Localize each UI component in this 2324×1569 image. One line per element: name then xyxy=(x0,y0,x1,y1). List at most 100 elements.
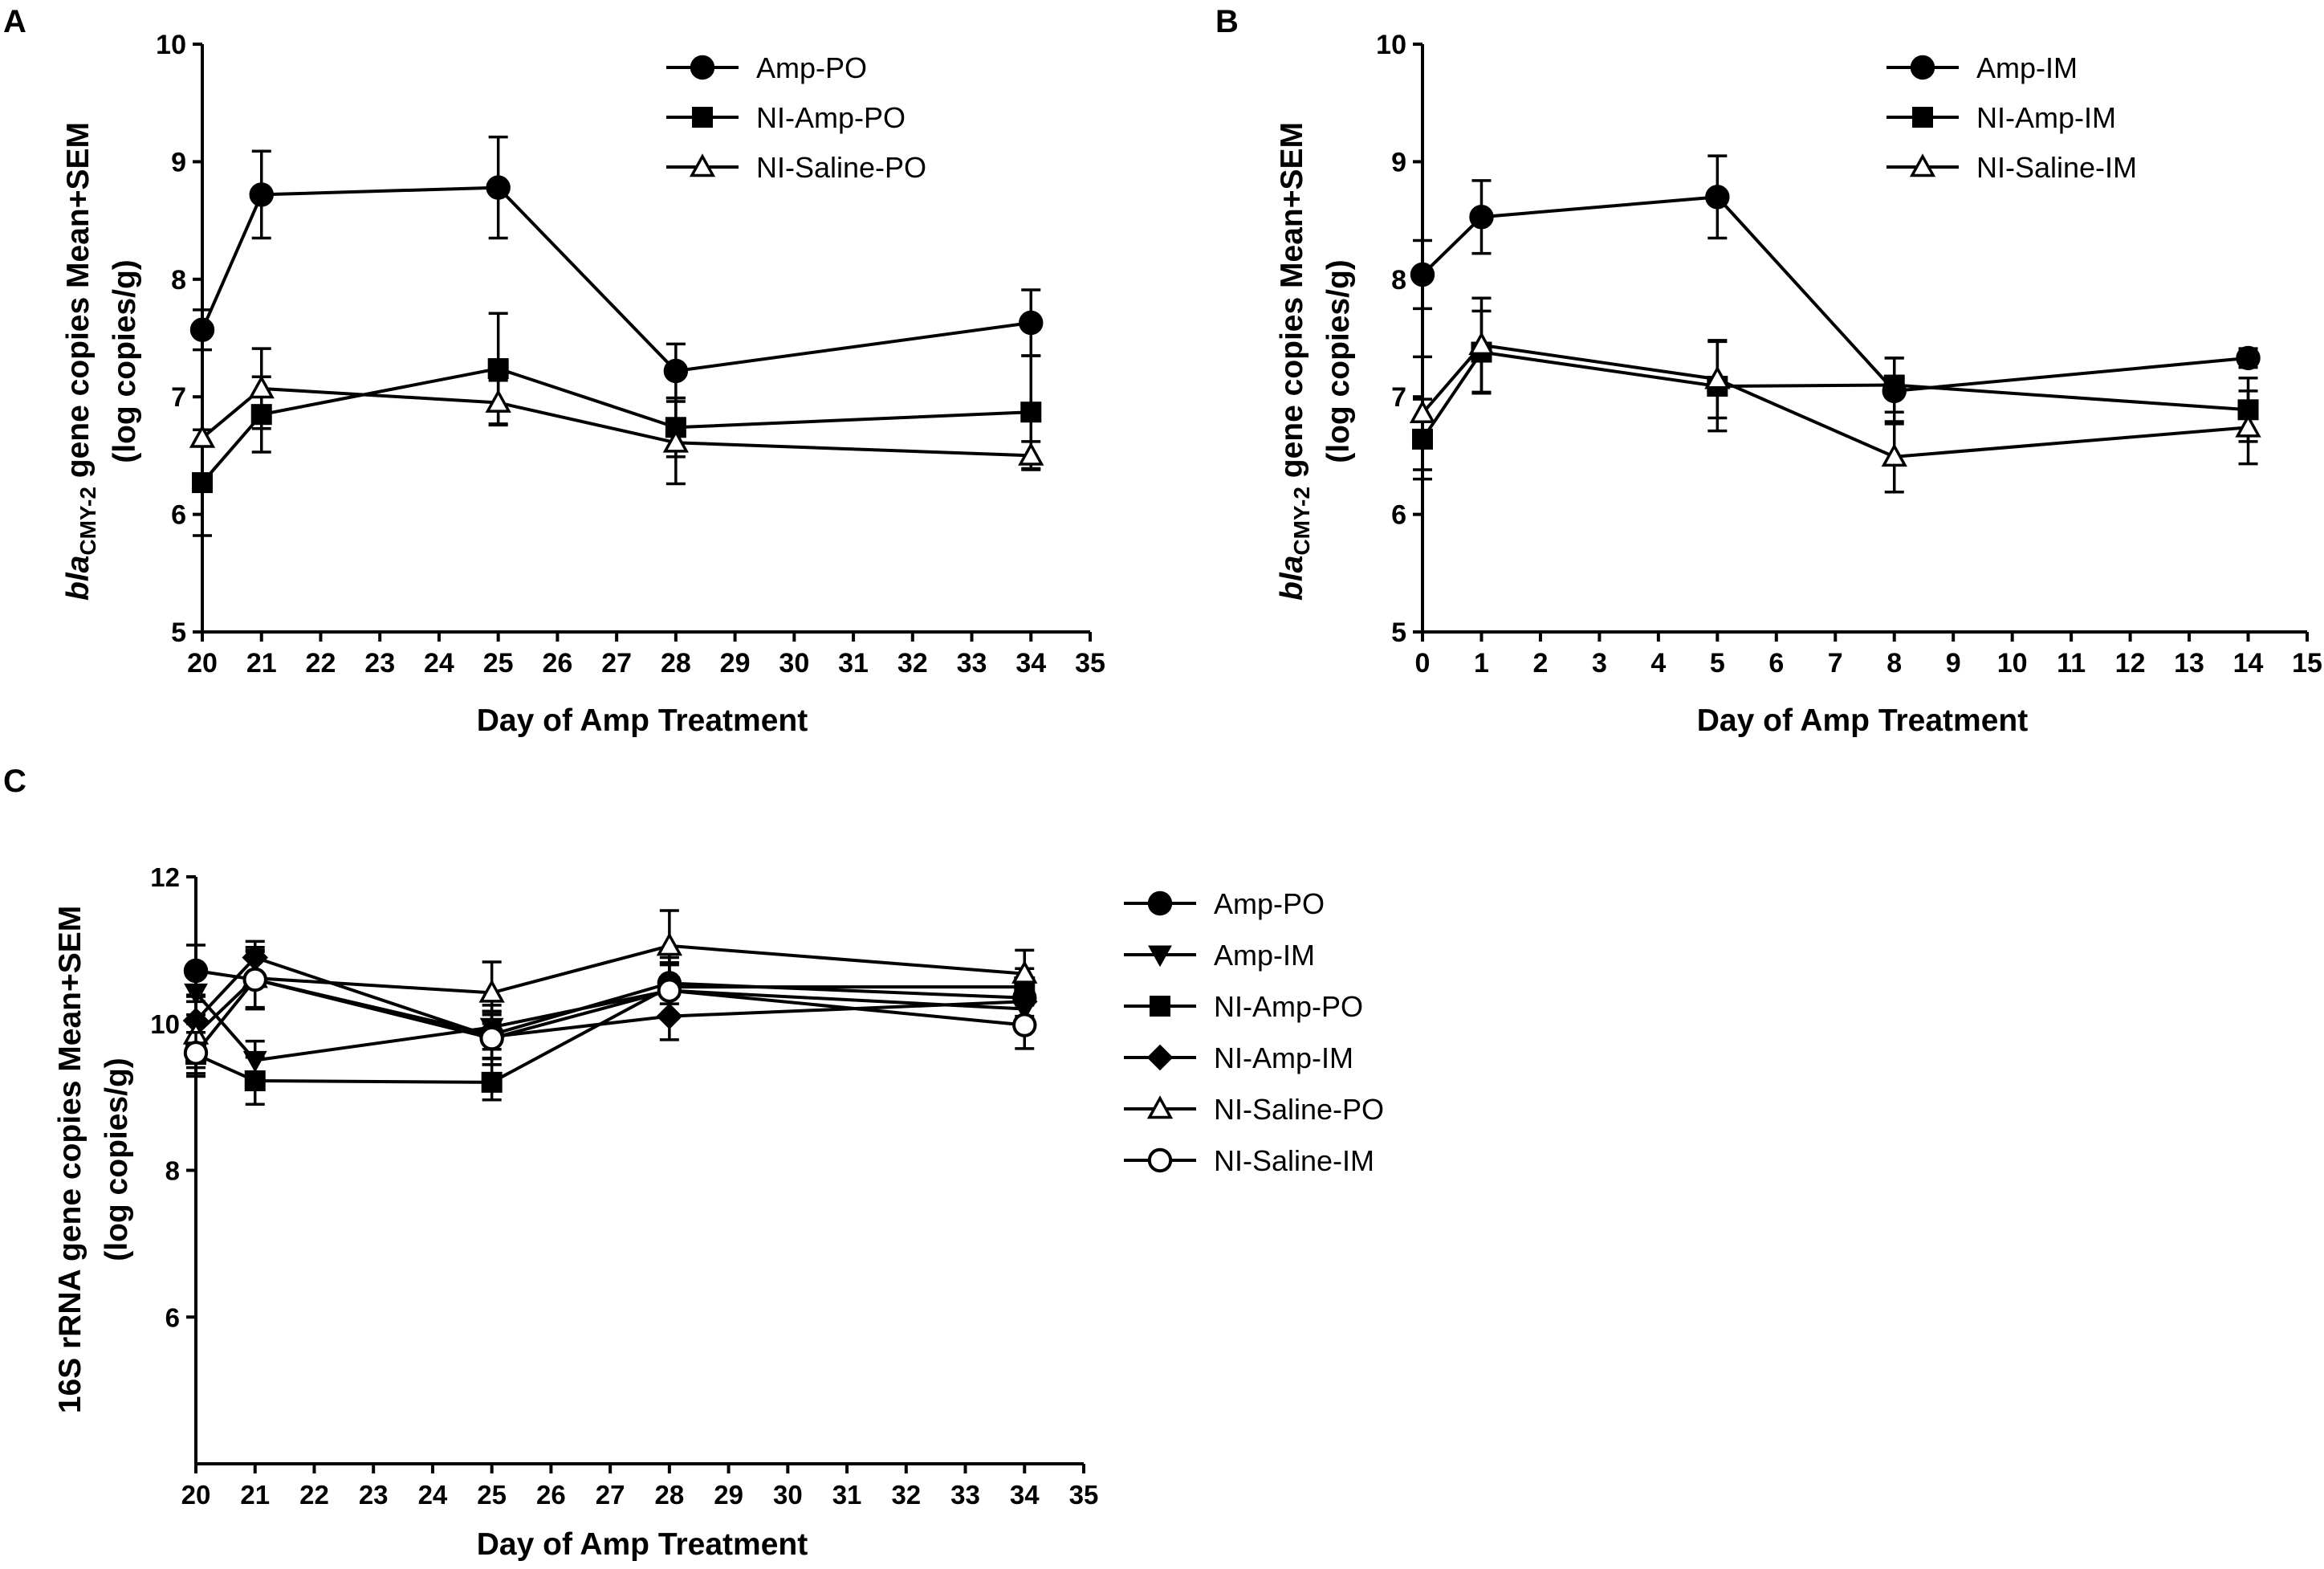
panel-a-y-tick-label: 9 xyxy=(171,147,186,177)
panel-a-series-ni-saline-po xyxy=(189,347,1044,486)
panel-c-series-ni-saline-po-point xyxy=(478,979,505,1003)
panel-b-x-tick-label: 13 xyxy=(2174,648,2204,679)
panel-b-y-tick-label: 9 xyxy=(1391,147,1406,177)
panel-a-x-tick-label: 20 xyxy=(187,648,218,679)
panel-b-legend-label: Amp-IM xyxy=(1976,51,2078,84)
panel-c-legend: Amp-PO Amp-IM NI-Amp-PO NI-Amp-IM NI-Saline-… xyxy=(1124,887,1384,1177)
panel-c-x-tick-label: 29 xyxy=(714,1480,743,1510)
panel-c-axes: 6 8 10 12 20 21 22 23 24 25 26 27 28 29 30 31 32 33 34 35 xyxy=(150,862,1098,1510)
panel-c-y-tick-label: 12 xyxy=(150,862,180,892)
panel-c-legend-label: Amp-PO xyxy=(1214,887,1325,920)
panel-c-legend-marker xyxy=(1146,1044,1174,1071)
panel-b-x-tick-label: 14 xyxy=(2233,648,2264,679)
panel-b-x-tick-label: 3 xyxy=(1592,648,1607,679)
panel-b-y-tick-label: 8 xyxy=(1391,265,1406,295)
panel-c-y-tick-label: 10 xyxy=(150,1009,180,1039)
panel-b-series-ni-saline-im-point xyxy=(2235,414,2261,438)
panel-b-y-tick-label: 7 xyxy=(1391,382,1406,413)
panel-b-legend-item: NI-Saline-IM xyxy=(1886,151,2137,184)
panel-c-legend-label: Amp-IM xyxy=(1214,939,1315,972)
panel-c-series-ni-saline-im-point xyxy=(1012,1013,1037,1037)
panel-c-y-tick-label: 6 xyxy=(165,1302,180,1332)
panel-b-y-tick-label: 6 xyxy=(1391,500,1406,531)
panel-c-legend-item: Amp-IM xyxy=(1124,939,1315,972)
panel-c-x-tick-label: 31 xyxy=(832,1480,862,1510)
panel-c-legend-item: NI-Amp-IM xyxy=(1124,1041,1353,1074)
panel-a-series-ni-saline-po-point xyxy=(189,424,216,448)
panel-b-x-tick-label: 9 xyxy=(1946,648,1961,679)
panel-c-x-tick-label: 22 xyxy=(299,1480,329,1510)
panel-b-x-tick-label: 8 xyxy=(1886,648,1902,679)
panel-a-x-tick-label: 25 xyxy=(483,648,514,679)
panel-a-series-ni-amp-po-point xyxy=(192,472,213,494)
panel-c-y-axis-title-units: (log copies/g) xyxy=(100,1058,134,1261)
panel-a-legend-label: Amp-PO xyxy=(756,51,867,84)
panel-label-b: B xyxy=(1215,4,1239,39)
panel-a-legend-item: NI-Saline-PO xyxy=(666,151,926,184)
panel-c-legend-label: NI-Amp-IM xyxy=(1214,1041,1353,1074)
panel-c-x-tick-label: 20 xyxy=(181,1480,211,1510)
panel-label-c: C xyxy=(3,764,26,799)
panel-a-x-tick-label: 28 xyxy=(661,648,691,679)
panel-c-series-ni-saline-im-point xyxy=(479,1025,504,1051)
panel-a-legend-marker xyxy=(689,153,716,177)
panel-a-series-ni-saline-po-point xyxy=(485,389,511,413)
panel-c-x-tick-label: 35 xyxy=(1069,1480,1099,1510)
panel-a-series-ni-amp-po-point xyxy=(1020,401,1042,423)
panel-c: C 6 8 10 12 20 21 22 23 24 25 26 27 28 29 30 31 32 33 34 35… xyxy=(3,764,1384,1562)
panel-a-y-tick-label: 5 xyxy=(171,617,186,648)
panel-a-series-amp-po-point xyxy=(663,358,689,384)
panel-a-x-tick-label: 27 xyxy=(601,648,632,679)
panel-b-series-amp-im-point xyxy=(1469,205,1494,230)
panel-b-legend-item: Amp-IM xyxy=(1886,51,2078,84)
panel-c-series-ni-saline-im xyxy=(183,948,1037,1075)
panel-c-legend-marker xyxy=(1150,996,1170,1017)
panel-a-series-ni-amp-po-point xyxy=(487,358,509,380)
panel-a-series xyxy=(189,135,1044,537)
panel-a-x-tick-label: 26 xyxy=(542,648,572,679)
panel-c-x-tick-label: 34 xyxy=(1010,1480,1040,1510)
panel-b-x-tick-label: 10 xyxy=(1997,648,2028,679)
panel-c-legend-label: NI-Saline-PO xyxy=(1214,1093,1384,1126)
panel-c-series-ni-amp-po-point xyxy=(244,1070,266,1092)
panel-c-x-tick-label: 27 xyxy=(596,1480,625,1510)
panel-a-series-amp-po xyxy=(189,135,1044,400)
panel-a-legend-marker xyxy=(690,55,715,80)
panel-a-x-tick-label: 32 xyxy=(897,648,928,679)
panel-a-series-ni-saline-po-point xyxy=(662,429,690,453)
panel-c-y-axis-title: 16S rRNA gene copies Mean+SEM xyxy=(53,906,88,1414)
panel-a-x-tick-label: 23 xyxy=(364,648,395,679)
panel-a-series-amp-po-point xyxy=(1019,310,1044,336)
panel-a-x-axis-title: Day of Amp Treatment xyxy=(477,703,808,738)
panel-a-y-axis-title-units: (log copies/g) xyxy=(108,259,142,463)
panel-a-series-amp-po-point xyxy=(486,175,511,200)
panel-b-x-tick-label: 1 xyxy=(1474,648,1489,679)
panel-b-legend-marker xyxy=(1910,55,1935,80)
panel-c-series xyxy=(182,909,1038,1106)
panel-a-legend-label: NI-Amp-PO xyxy=(756,101,906,134)
panel-label-a: A xyxy=(3,4,26,39)
panel-b-x-tick-label: 4 xyxy=(1650,648,1666,679)
panel-c-series-ni-saline-po-point xyxy=(1011,960,1038,984)
panel-c-legend-marker xyxy=(1147,890,1173,916)
panel-b-series-ni-saline-im-point xyxy=(1704,365,1731,389)
panel-b-x-tick-label: 11 xyxy=(2057,648,2086,679)
panel-a-x-tick-label: 22 xyxy=(306,648,336,679)
panel-b-series-ni-saline-im-point xyxy=(1468,331,1495,356)
panel-a-legend-item: NI-Amp-PO xyxy=(666,101,906,134)
panel-b-x-tick-label: 7 xyxy=(1828,648,1843,679)
panel-b-series-ni-saline-im-point xyxy=(1881,443,1907,467)
panel-c-x-tick-label: 21 xyxy=(240,1480,270,1510)
panel-b-series-amp-im-point xyxy=(2236,345,2261,371)
panel-b-legend-marker xyxy=(1909,153,1936,177)
panel-a-legend-marker xyxy=(692,107,713,128)
panel-c-x-axis-title: Day of Amp Treatment xyxy=(477,1527,808,1562)
panel-a-legend-label: NI-Saline-PO xyxy=(756,151,926,184)
panel-b-y-tick-label: 10 xyxy=(1376,30,1406,60)
panel-b-legend-label: NI-Amp-IM xyxy=(1976,101,2116,134)
panel-c-legend-label: NI-Saline-IM xyxy=(1214,1144,1374,1177)
panel-a-x-tick-label: 24 xyxy=(424,648,454,679)
panel-c-x-tick-label: 30 xyxy=(773,1480,803,1510)
